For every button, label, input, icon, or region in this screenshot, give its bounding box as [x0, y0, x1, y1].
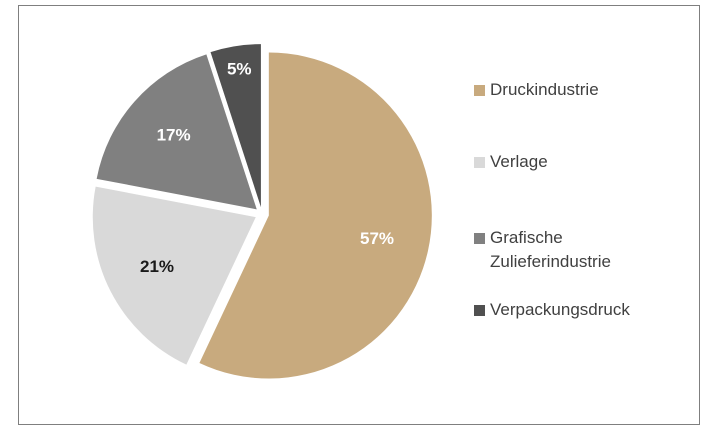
- pie-slice: [199, 52, 432, 379]
- legend-item: Verpackungsdruck: [474, 298, 664, 322]
- legend-label: Verlage: [490, 152, 548, 171]
- legend-label: Verpackungsdruck: [490, 300, 630, 319]
- chart: 57% 21% 17% 5%: [92, 44, 432, 379]
- slice-label: 5%: [227, 60, 252, 79]
- pie-slice: [210, 44, 261, 208]
- legend-item: Druckindustrie: [474, 78, 664, 102]
- legend-swatch: [474, 157, 485, 168]
- pie-slice: [96, 54, 257, 210]
- legend-label: Grafische Zulieferindustrie: [490, 228, 611, 271]
- pie-slice: [92, 186, 256, 365]
- legend-item: Verlage: [474, 150, 664, 174]
- slice-label: 17%: [157, 126, 191, 145]
- legend-swatch: [474, 85, 485, 96]
- legend-swatch: [474, 233, 485, 244]
- legend-swatch: [474, 305, 485, 316]
- page: {"chart_data": {"type": "pie", "categori…: [18, 5, 700, 425]
- legend-label: Druckindustrie: [490, 80, 599, 99]
- slice-label: 57%: [360, 229, 394, 248]
- legend-item: Grafische Zulieferindustrie: [474, 226, 664, 274]
- slice-label: 21%: [140, 257, 174, 276]
